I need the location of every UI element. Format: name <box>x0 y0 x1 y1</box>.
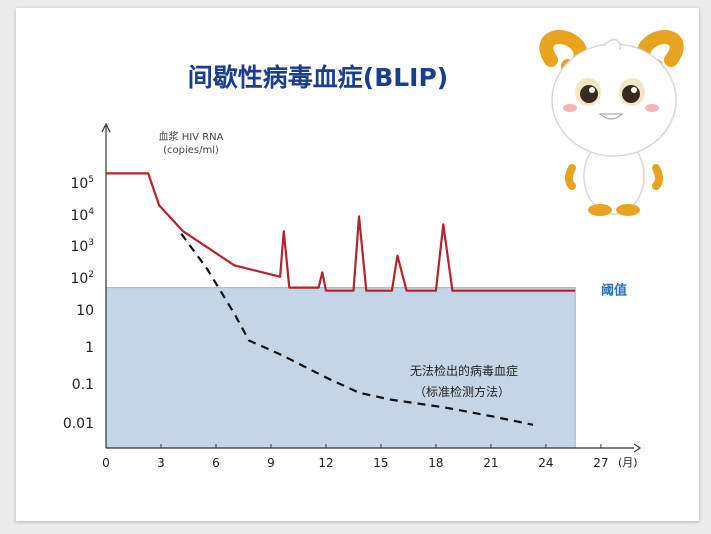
plot-area: 阈值0 3 6 9 12 15 18 21 24 27 (月)1051041031021010.10… <box>63 122 642 470</box>
y-tick-label: 1 <box>85 340 94 356</box>
annotation-subtitle: （标准检测方法） <box>414 384 510 399</box>
x-tick-label: 0 <box>102 456 110 470</box>
y-tick-label: 102 <box>70 270 94 287</box>
y-tick-label: 104 <box>70 207 94 224</box>
y-tick-label: 0.01 <box>63 416 94 432</box>
goat-mascot-illustration <box>539 30 684 216</box>
x-tick-label: 21 <box>483 456 498 470</box>
x-tick-label: 27 <box>593 456 608 470</box>
x-tick-label: 18 <box>428 456 443 470</box>
x-tick-label: 24 <box>538 456 553 470</box>
y-axis-arrow <box>101 122 111 133</box>
plasma-viral-load-line <box>106 172 576 292</box>
slide: 间歇性病毒血症(BLIP) 阈值 0 3 6 9 12 15 18 21 24 27 (月) 105 1 <box>16 8 699 521</box>
y-tick-label: 105 <box>70 175 94 192</box>
threshold-region <box>105 287 576 449</box>
threshold-label: 阈值 <box>601 283 627 299</box>
x-tick-label: 3 <box>157 456 165 470</box>
y-axis-unit: (copies/ml) <box>163 145 219 156</box>
y-axis-title: 血浆 HIV RNA <box>159 130 224 143</box>
x-unit-label: (月) <box>618 456 638 469</box>
x-tick-label: 12 <box>318 456 333 470</box>
y-tick-label: 103 <box>70 238 94 255</box>
x-tick-label: 6 <box>212 456 220 470</box>
y-tick-label: 10 <box>76 303 94 319</box>
x-tick-label: 9 <box>267 456 275 470</box>
y-tick-label: 0.1 <box>72 377 94 393</box>
blip-chart: 间歇性病毒血症(BLIP) 阈值 0 3 6 9 12 15 18 21 24 27 (月) 105 1 <box>63 30 684 470</box>
annotation-title: 无法检出的病毒血症 <box>410 363 518 378</box>
x-tick-label: 15 <box>373 456 388 470</box>
undetectable-viremia-line <box>180 233 534 426</box>
x-axis-arrow <box>633 443 642 453</box>
chart-title: 间歇性病毒血症(BLIP) <box>188 63 448 92</box>
